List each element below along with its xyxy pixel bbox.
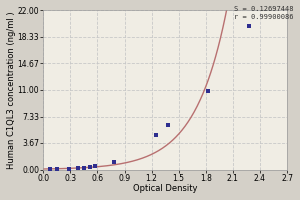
Point [166, 123, 170, 126]
Point [111, 160, 116, 163]
Point [82, 166, 86, 169]
Point [48, 168, 53, 171]
Point [92, 165, 97, 168]
Point [88, 165, 93, 169]
X-axis label: Optical Density: Optical Density [133, 184, 197, 193]
Y-axis label: Human C1QL3 concentration (ng/ml ): Human C1QL3 concentration (ng/ml ) [7, 11, 16, 169]
Point [205, 90, 210, 93]
Point [75, 167, 80, 170]
Point [247, 25, 251, 28]
Point [54, 167, 59, 171]
Point [66, 167, 71, 170]
Text: S = 0.12697448
r = 0.99900086: S = 0.12697448 r = 0.99900086 [235, 6, 294, 20]
Point [154, 133, 158, 136]
